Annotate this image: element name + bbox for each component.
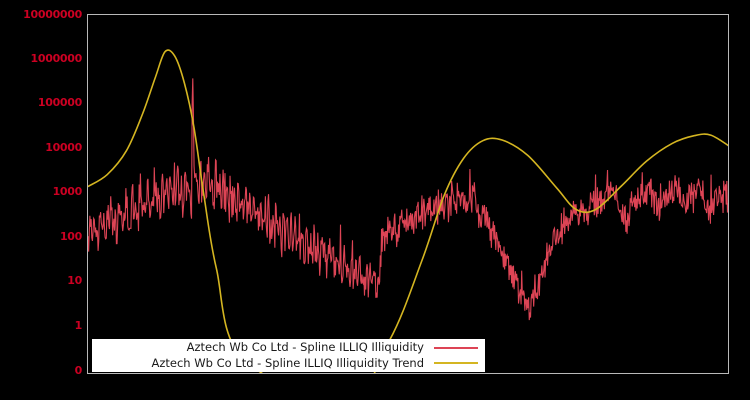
y-tick-label: 100000	[37, 96, 82, 109]
y-tick-label: 10	[67, 274, 82, 287]
legend-entry-trend: Aztech Wb Co Ltd - Spline ILLIQ Illiquid…	[93, 356, 484, 372]
y-tick-label: 1000	[52, 185, 83, 198]
y-tick-label: 1000000	[30, 52, 83, 65]
plot-area	[87, 14, 729, 374]
legend-entry-illiquidity: Aztech Wb Co Ltd - Spline ILLIQ Illiquid…	[93, 340, 484, 356]
series-trend-line	[88, 49, 728, 373]
legend-swatch-trend	[434, 362, 478, 365]
y-tick-label: 1	[74, 319, 83, 332]
y-tick-label: 10000	[45, 141, 82, 154]
y-tick-label: 0	[74, 364, 83, 377]
y-axis-tick-labels: 10000000 1000000 100000 10000 1000 100 10 1 0	[0, 0, 82, 400]
chart-canvas	[88, 49, 728, 373]
series-illiquidity-line	[88, 78, 728, 321]
legend-swatch-illiquidity	[434, 346, 478, 349]
legend-label-illiquidity: Aztech Wb Co Ltd - Spline ILLIQ Illiquid…	[186, 340, 424, 355]
legend-label-trend: Aztech Wb Co Ltd - Spline ILLIQ Illiquid…	[151, 355, 425, 370]
y-tick-label: 10000000	[23, 8, 82, 21]
y-tick-label: 100	[59, 230, 82, 243]
chart-legend: Aztech Wb Co Ltd - Spline ILLIQ Illiquid…	[92, 339, 485, 372]
